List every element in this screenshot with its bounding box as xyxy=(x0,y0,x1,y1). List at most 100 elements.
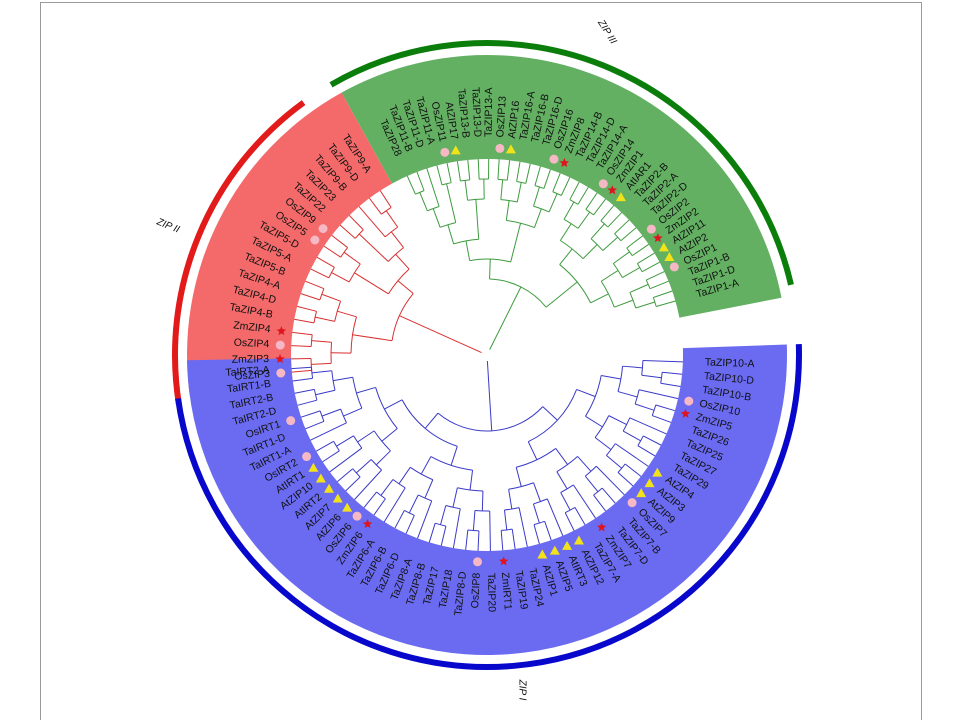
branch xyxy=(316,441,333,451)
branch xyxy=(498,159,499,179)
branch xyxy=(356,460,371,473)
branch xyxy=(583,245,597,259)
rice-marker xyxy=(670,262,679,271)
branch xyxy=(556,448,568,464)
branch xyxy=(534,483,541,502)
branch-arc xyxy=(646,280,650,289)
branch xyxy=(344,252,360,264)
rice-marker xyxy=(353,512,362,521)
branch xyxy=(638,446,655,456)
branch xyxy=(618,472,633,485)
leaf-label: TaZIP20 xyxy=(485,573,498,612)
branch xyxy=(517,162,520,182)
branch-arc xyxy=(418,495,432,501)
branch-arc xyxy=(553,192,562,196)
branch-arc xyxy=(627,248,633,256)
branch xyxy=(295,389,315,393)
branch xyxy=(374,499,386,515)
branch xyxy=(578,212,590,228)
branch xyxy=(553,173,560,192)
branch xyxy=(441,526,446,545)
branch xyxy=(621,228,636,241)
branch xyxy=(409,495,418,513)
branch xyxy=(602,488,615,503)
branch xyxy=(623,431,640,441)
branch xyxy=(332,273,350,282)
branch xyxy=(332,235,348,247)
branch xyxy=(585,416,602,427)
rice-marker xyxy=(473,557,482,566)
branch xyxy=(384,488,405,522)
branch xyxy=(632,244,649,255)
branch-arc xyxy=(570,200,578,205)
rice-marker xyxy=(276,341,285,350)
branch xyxy=(301,411,320,417)
branch xyxy=(324,246,341,257)
rice-marker xyxy=(302,452,311,461)
branch-arc xyxy=(331,342,332,363)
branch-arc xyxy=(623,418,630,431)
branch xyxy=(343,408,361,416)
branch-arc xyxy=(594,488,603,495)
branch-arc xyxy=(564,219,578,228)
branch-arc xyxy=(638,436,643,446)
branch-arc xyxy=(393,479,405,487)
branch xyxy=(601,375,621,379)
rice-marker xyxy=(628,498,637,507)
branch xyxy=(490,259,491,279)
branch xyxy=(322,294,341,301)
group-label: ZIP II xyxy=(154,216,181,235)
branch-arc xyxy=(385,227,397,237)
branch xyxy=(468,160,470,180)
branch xyxy=(646,272,664,281)
branch xyxy=(534,187,540,206)
branch xyxy=(358,431,375,442)
branch xyxy=(382,429,397,442)
branch xyxy=(337,469,352,482)
rice-marker xyxy=(310,235,319,244)
branch-arc xyxy=(460,180,469,181)
branch xyxy=(311,363,331,364)
branch xyxy=(466,241,470,261)
branch xyxy=(322,409,341,416)
branch-arc xyxy=(498,179,507,180)
branch xyxy=(297,306,316,311)
branch xyxy=(316,390,335,395)
rice-marker xyxy=(440,148,449,157)
branch xyxy=(346,477,360,491)
branch xyxy=(311,269,329,278)
branch xyxy=(391,232,403,248)
branch xyxy=(355,470,382,499)
branch xyxy=(561,177,569,195)
branch xyxy=(364,492,377,508)
branch xyxy=(591,224,604,239)
branch xyxy=(421,457,431,475)
branch xyxy=(639,390,678,399)
branch xyxy=(340,225,355,238)
branch xyxy=(578,456,591,471)
branch xyxy=(429,523,435,542)
branch-arc xyxy=(427,207,439,211)
branch xyxy=(511,223,521,262)
branch xyxy=(636,302,655,308)
branch xyxy=(526,164,530,184)
branch xyxy=(441,505,446,524)
rice-marker xyxy=(276,369,285,378)
branch xyxy=(613,252,629,264)
branch-arc xyxy=(349,264,360,282)
rice-marker xyxy=(599,179,608,188)
branch xyxy=(577,389,596,396)
branch-arc xyxy=(637,264,642,272)
branch-arc xyxy=(334,441,340,451)
branch xyxy=(315,317,335,321)
branch xyxy=(507,160,509,180)
branch xyxy=(359,234,388,262)
branch xyxy=(427,168,439,206)
leaf-label: TaZIP13-A xyxy=(483,87,495,137)
branch xyxy=(317,257,334,267)
branch xyxy=(305,421,324,429)
branch-arc xyxy=(630,292,636,308)
branch-arc xyxy=(534,206,550,212)
root-branch xyxy=(490,287,521,350)
branch xyxy=(291,346,311,347)
